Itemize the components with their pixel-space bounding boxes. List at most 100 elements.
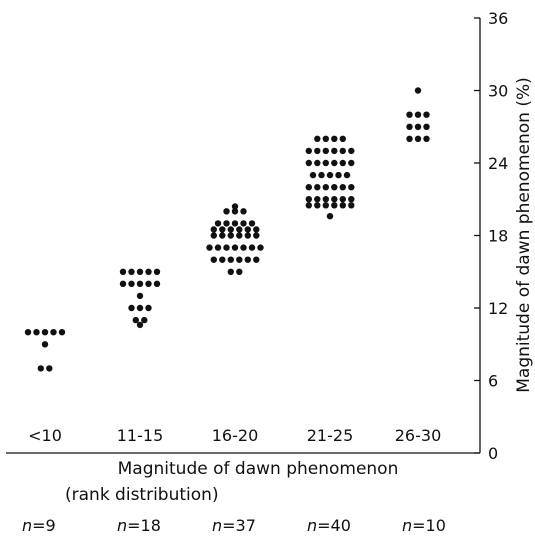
data-point (414, 87, 422, 94)
data-point (314, 196, 321, 203)
data-point (414, 135, 422, 142)
data-point (331, 184, 338, 191)
category-label: 16-20 (212, 426, 259, 445)
data-point (58, 329, 66, 336)
data-point (227, 226, 234, 233)
sample-size-label: n=40 (307, 516, 351, 535)
data-point (33, 329, 40, 336)
category-label: 26-30 (395, 426, 442, 445)
data-point (153, 268, 161, 275)
data-point (305, 196, 312, 203)
data-point (322, 202, 329, 209)
data-point (348, 202, 355, 209)
data-point (240, 244, 247, 251)
data-point (223, 208, 230, 215)
data-point (240, 220, 247, 227)
data-point (331, 135, 338, 142)
data-point (423, 123, 430, 130)
data-point (236, 232, 243, 239)
data-point (305, 202, 312, 209)
data-point (136, 280, 144, 287)
data-point (141, 316, 148, 324)
y-tick-label: 24 (488, 154, 508, 173)
y-tick-label: 36 (488, 9, 508, 28)
y-axis-ticks: 0 6 12 18 24 30 36 (474, 9, 508, 463)
data-point (236, 268, 243, 275)
sample-size-label: n=9 (22, 516, 56, 535)
data-point (41, 341, 49, 348)
category-label: <10 (28, 426, 62, 445)
data-point (128, 304, 135, 312)
data-point (244, 226, 251, 233)
data-point (219, 256, 226, 263)
data-point (136, 321, 144, 329)
data-point (314, 184, 321, 191)
data-point (244, 256, 251, 263)
category-label: 21-25 (307, 426, 354, 445)
data-point (322, 184, 329, 191)
data-point (119, 268, 127, 275)
data-point (46, 365, 53, 372)
data-point (253, 256, 260, 263)
data-point (136, 292, 144, 300)
data-point (343, 171, 351, 179)
data-point (322, 147, 329, 155)
data-point (50, 329, 57, 336)
data-point (210, 226, 217, 233)
data-point (314, 159, 321, 167)
data-point (231, 208, 239, 215)
data-points (24, 87, 430, 372)
data-point (227, 232, 234, 239)
data-point (132, 316, 139, 324)
data-point (309, 171, 317, 179)
y-tick-label: 18 (488, 227, 508, 246)
data-point (219, 232, 226, 239)
data-point (145, 268, 152, 275)
data-point (206, 244, 213, 251)
data-point (348, 196, 355, 203)
data-point (348, 159, 355, 167)
data-point (339, 135, 346, 142)
data-point (326, 213, 334, 220)
data-point (348, 184, 355, 191)
data-point (236, 226, 243, 233)
sample-size-labels: n=9 n=18 n=37 n=40 n=10 (22, 516, 446, 535)
data-point (214, 220, 222, 227)
data-point (414, 111, 422, 118)
data-point (236, 256, 243, 263)
data-point (119, 280, 127, 287)
data-point (231, 244, 239, 251)
sample-size-label: n=37 (212, 516, 256, 535)
data-point (318, 171, 325, 179)
data-point (145, 304, 152, 312)
data-point (253, 226, 260, 233)
data-point (348, 147, 355, 155)
data-point (248, 220, 256, 227)
data-point (339, 184, 346, 191)
data-point (322, 135, 329, 142)
data-point (257, 244, 264, 251)
data-point (248, 244, 256, 251)
data-point (128, 280, 135, 287)
data-point (314, 135, 321, 142)
data-point (414, 123, 422, 130)
data-point (37, 365, 44, 372)
y-tick-label: 30 (488, 82, 508, 101)
data-point (214, 244, 222, 251)
data-point (305, 184, 312, 191)
y-axis-title: Magnitude of dawn phenomenon (%) (514, 77, 534, 393)
data-point (339, 147, 346, 155)
data-point (231, 220, 239, 227)
data-point (240, 208, 247, 215)
y-tick-label: 12 (488, 299, 508, 318)
data-point (24, 329, 32, 336)
data-point (331, 159, 338, 167)
data-point (322, 196, 329, 203)
sample-size-label: n=10 (402, 516, 446, 535)
y-tick-label: 6 (488, 372, 498, 391)
data-point (335, 171, 342, 179)
data-point (210, 256, 217, 263)
data-point (305, 159, 312, 167)
data-point (41, 329, 49, 336)
